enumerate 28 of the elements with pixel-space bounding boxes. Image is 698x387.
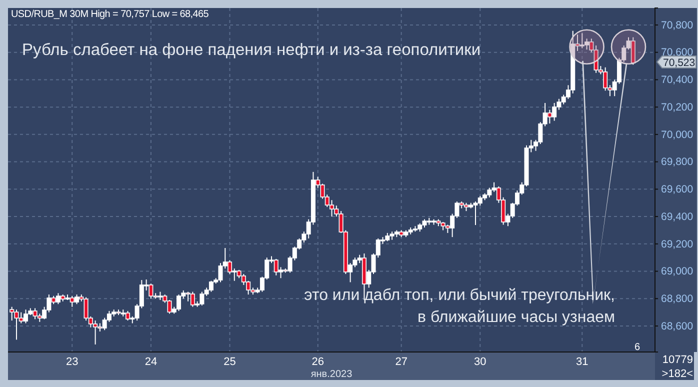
y-tick-label: 69,000: [661, 266, 694, 278]
text: Рубль слабеет на фоне падения нефти и из-за геополитики: [22, 41, 481, 59]
x-tick-label: 26: [312, 356, 324, 368]
y-tick-label: 69,600: [661, 184, 694, 196]
y-tick-label: 70,600: [661, 46, 694, 59]
y-tick-label: 69,200: [661, 238, 694, 250]
text: >182<: [662, 368, 693, 380]
y-tick-label: 70,000: [661, 128, 694, 141]
y-tick-label: 68,800: [661, 292, 694, 305]
candlestick: [10, 306, 14, 322]
y-tick-label: 70,200: [661, 101, 694, 114]
x-tick-label: 25: [224, 356, 236, 368]
annotation: 6: [634, 342, 640, 353]
chart-title: USD/RUB_M 30M High = 70,757 Low = 68,465: [11, 9, 210, 20]
x-tick-label: 23: [66, 356, 78, 368]
text: 10779: [662, 354, 693, 366]
y-tick-label: 69,800: [661, 156, 694, 168]
x-axis-title: янв.2023: [310, 369, 353, 380]
x-tick-label: 27: [395, 356, 408, 368]
x-tick-label: 24: [144, 356, 158, 368]
y-tick-label: 70,800: [661, 19, 694, 32]
y-tick-label: 70,400: [661, 74, 694, 86]
y-tick-label: 68,600: [661, 320, 694, 332]
x-tick-label: 30: [474, 356, 486, 368]
x-tick-label: 31: [576, 356, 588, 368]
y-tick-label: 69,400: [661, 210, 694, 223]
text: 70,523: [663, 57, 696, 69]
candlestick: [630, 36, 636, 66]
